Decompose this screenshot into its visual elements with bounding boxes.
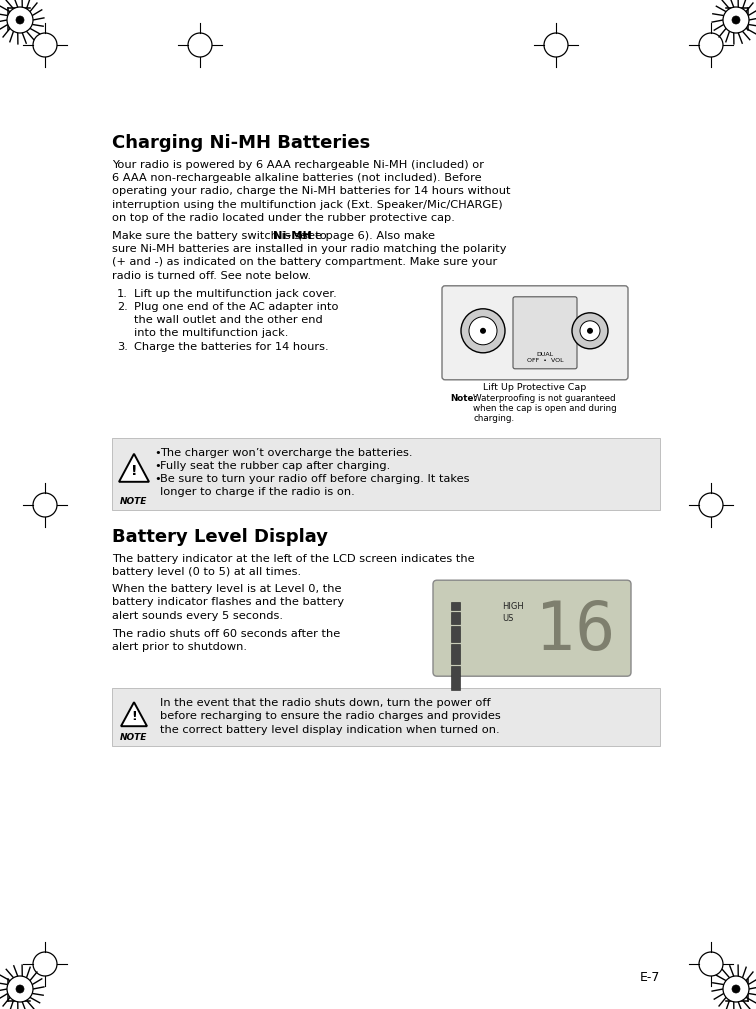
Text: Lift up the multifunction jack cover.: Lift up the multifunction jack cover.: [134, 289, 336, 299]
Text: In the event that the radio shuts down, turn the power off: In the event that the radio shuts down, …: [160, 698, 491, 708]
Text: operating your radio, charge the Ni-MH batteries for 14 hours without: operating your radio, charge the Ni-MH b…: [112, 187, 510, 197]
Text: 16: 16: [535, 598, 615, 664]
Text: Make sure the battery switch is set to: Make sure the battery switch is set to: [112, 231, 330, 241]
Text: •: •: [154, 448, 161, 458]
Circle shape: [16, 985, 24, 993]
Text: when the cap is open and during: when the cap is open and during: [473, 404, 617, 413]
Bar: [451, 612, 460, 625]
Bar: [112, 688, 660, 747]
Circle shape: [7, 976, 33, 1002]
Text: Fully seat the rubber cap after charging.: Fully seat the rubber cap after charging…: [160, 461, 390, 471]
Text: radio is turned off. See note below.: radio is turned off. See note below.: [112, 270, 311, 281]
Text: (see page 6). Also make: (see page 6). Also make: [294, 231, 435, 241]
Circle shape: [732, 16, 740, 24]
Text: Charging Ni-MH Batteries: Charging Ni-MH Batteries: [112, 134, 370, 152]
FancyBboxPatch shape: [442, 286, 628, 379]
Circle shape: [469, 317, 497, 345]
Text: Charge the batteries for 14 hours.: Charge the batteries for 14 hours.: [134, 342, 329, 351]
Text: alert sounds every 5 seconds.: alert sounds every 5 seconds.: [112, 610, 283, 621]
Polygon shape: [119, 454, 149, 482]
FancyBboxPatch shape: [433, 580, 631, 676]
Text: 1.: 1.: [117, 289, 128, 299]
Circle shape: [572, 313, 608, 349]
Polygon shape: [121, 702, 147, 726]
Text: When the battery level is at Level 0, the: When the battery level is at Level 0, th…: [112, 584, 342, 594]
Bar: [451, 602, 460, 610]
Text: Note:: Note:: [450, 394, 477, 403]
Text: !: !: [131, 464, 138, 478]
Text: the wall outlet and the other end: the wall outlet and the other end: [134, 315, 323, 325]
Text: 6 AAA non-rechargeable alkaline batteries (not included). Before: 6 AAA non-rechargeable alkaline batterie…: [112, 174, 482, 184]
Circle shape: [732, 985, 740, 993]
Text: charging.: charging.: [473, 414, 514, 423]
Text: E-7: E-7: [640, 971, 660, 984]
Circle shape: [723, 7, 749, 33]
Text: Lift Up Protective Cap: Lift Up Protective Cap: [483, 382, 587, 391]
Text: •: •: [154, 474, 161, 484]
Text: battery level (0 to 5) at all times.: battery level (0 to 5) at all times.: [112, 567, 301, 577]
Text: alert prior to shutdown.: alert prior to shutdown.: [112, 642, 247, 652]
Text: Your radio is powered by 6 AAA rechargeable Ni-MH (included) or: Your radio is powered by 6 AAA rechargea…: [112, 160, 484, 170]
Bar: [112, 438, 660, 510]
Circle shape: [461, 309, 505, 353]
Text: The charger won’t overcharge the batteries.: The charger won’t overcharge the batteri…: [160, 448, 413, 458]
Bar: [451, 644, 460, 664]
Text: 2.: 2.: [117, 302, 128, 312]
Circle shape: [580, 321, 600, 341]
Text: Battery Level Display: Battery Level Display: [112, 528, 328, 546]
Text: (+ and -) as indicated on the battery compartment. Make sure your: (+ and -) as indicated on the battery co…: [112, 257, 497, 267]
Circle shape: [587, 328, 593, 334]
Text: on top of the radio located under the rubber protective cap.: on top of the radio located under the ru…: [112, 213, 455, 223]
Text: the correct battery level display indication when turned on.: the correct battery level display indica…: [160, 724, 500, 735]
Text: The radio shuts off 60 seconds after the: The radio shuts off 60 seconds after the: [112, 629, 340, 639]
Bar: [451, 666, 460, 690]
FancyBboxPatch shape: [513, 297, 577, 369]
Text: HIGH: HIGH: [502, 602, 524, 611]
Circle shape: [723, 976, 749, 1002]
Text: 3.: 3.: [117, 342, 128, 351]
Text: NOTE: NOTE: [120, 734, 147, 743]
Bar: [451, 627, 460, 642]
Circle shape: [480, 328, 486, 334]
Text: Plug one end of the AC adapter into: Plug one end of the AC adapter into: [134, 302, 339, 312]
Text: sure Ni-MH batteries are installed in your radio matching the polarity: sure Ni-MH batteries are installed in yo…: [112, 244, 507, 254]
Circle shape: [7, 7, 33, 33]
Text: battery indicator flashes and the battery: battery indicator flashes and the batter…: [112, 597, 344, 607]
Text: NOTE: NOTE: [120, 496, 147, 506]
Text: US: US: [502, 614, 513, 624]
Text: before recharging to ensure the radio charges and provides: before recharging to ensure the radio ch…: [160, 711, 500, 721]
Text: Ni-MH: Ni-MH: [274, 231, 312, 241]
Text: into the multifunction jack.: into the multifunction jack.: [134, 328, 288, 338]
Text: !: !: [131, 709, 137, 722]
Text: DUAL
OFF  •  VOL: DUAL OFF • VOL: [527, 352, 563, 363]
Text: •: •: [154, 461, 161, 471]
Circle shape: [16, 16, 24, 24]
Text: interruption using the multifunction jack (Ext. Speaker/Mic/CHARGE): interruption using the multifunction jac…: [112, 200, 503, 210]
Text: Be sure to turn your radio off before charging. It takes: Be sure to turn your radio off before ch…: [160, 474, 469, 484]
Text: Waterproofing is not guaranteed: Waterproofing is not guaranteed: [473, 394, 615, 403]
Text: The battery indicator at the left of the LCD screen indicates the: The battery indicator at the left of the…: [112, 554, 475, 564]
Text: longer to charge if the radio is on.: longer to charge if the radio is on.: [160, 487, 355, 497]
